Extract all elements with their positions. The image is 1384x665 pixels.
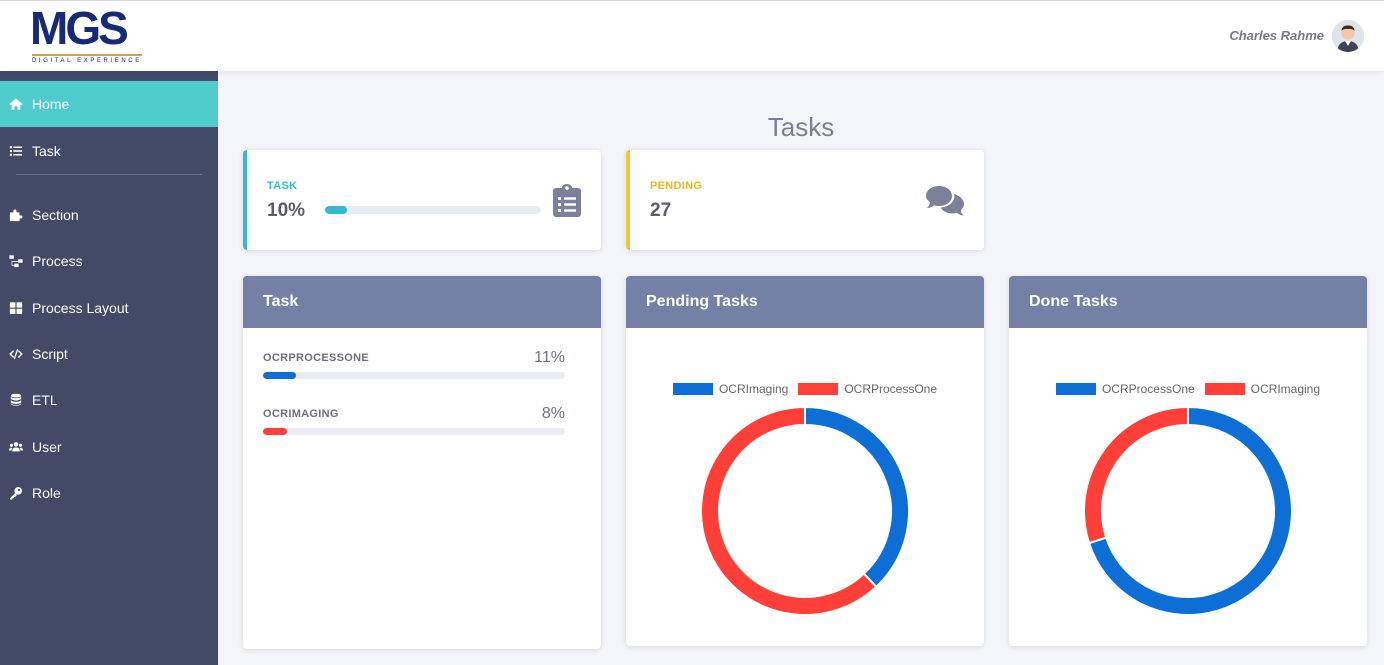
task-progress-fill [325, 206, 347, 214]
sidebar-divider [16, 174, 202, 175]
stat-label: TASK [267, 180, 298, 192]
task-percent: 11% [534, 349, 565, 366]
legend-swatch [672, 383, 713, 395]
task-progress-fill [263, 372, 297, 379]
sidebar-item-label: ETL [32, 392, 58, 408]
mgs-logo[interactable]: MGS DIGITAL EXPERIENCE [30, 2, 144, 67]
sidebar-item-role[interactable]: Role [0, 470, 218, 516]
sidebar-item-home[interactable]: Home [0, 81, 218, 127]
user-avatar[interactable] [1332, 20, 1364, 52]
task-name: OCRIMAGING [263, 408, 339, 420]
sidebar-item-label: Process Layout [32, 300, 129, 316]
clipboard-list-icon [553, 183, 581, 217]
legend-label: OCRImaging [718, 382, 789, 396]
legend-label: OCRProcessOne [1101, 382, 1195, 396]
stat-value: 10% [267, 200, 306, 221]
stat-label: PENDING [650, 180, 703, 192]
donut-slice-ocrimaging[interactable] [804, 406, 910, 589]
sidebar-item-label: Home [32, 96, 70, 112]
puzzle-icon [8, 207, 24, 223]
sidebar-item-section[interactable]: Section [0, 192, 218, 238]
top-bar: MGS DIGITAL EXPERIENCE Charles Rahme [0, 0, 1384, 71]
sidebar-item-label: Task [32, 143, 61, 159]
sidebar-item-label: Process [32, 253, 83, 269]
legend-item[interactable]: OCRProcessOne [1055, 382, 1195, 396]
donut-slice-ocrprocessone[interactable] [1087, 406, 1293, 616]
sidebar-item-process[interactable]: Process [0, 238, 218, 284]
sidebar-item-etl[interactable]: ETL [0, 377, 218, 423]
donut-slice-ocrprocessone[interactable] [700, 406, 878, 616]
pending-stat-card[interactable]: PENDING 27 [626, 150, 984, 250]
chart-legend: OCRImaging OCRProcessOne [626, 382, 984, 396]
panel-header: Done Tasks [1009, 276, 1367, 328]
legend-item[interactable]: OCRImaging [1204, 382, 1321, 396]
task-stat-card[interactable]: TASK 10% [243, 150, 601, 250]
donut-slice-ocrimaging[interactable] [1083, 406, 1189, 545]
task-progress-bar [325, 206, 541, 214]
database-icon [8, 392, 24, 408]
code-icon [8, 346, 24, 362]
pending-tasks-donut-chart [700, 406, 910, 616]
sidebar-item-label: Script [32, 346, 68, 362]
legend-label: OCRProcessOne [844, 382, 938, 396]
sidebar-item-label: Role [32, 485, 61, 501]
sidebar-item-label: Section [32, 207, 79, 223]
sidebar-item-task[interactable]: Task [0, 128, 218, 174]
logo-underline [32, 54, 142, 56]
avatar-icon [1332, 20, 1364, 52]
task-progress-bar [263, 372, 565, 379]
users-icon [8, 439, 24, 455]
sidebar-item-process-layout[interactable]: Process Layout [0, 285, 218, 331]
task-panel: Task OCRPROCESSONE 11% OCRIMAGING 8% [243, 276, 601, 649]
sitemap-icon [8, 253, 24, 269]
task-percent: 8% [541, 405, 565, 422]
panel-header: Pending Tasks [626, 276, 984, 328]
task-name: OCRPROCESSONE [263, 352, 369, 364]
page-title: Tasks [767, 112, 835, 142]
home-icon [8, 96, 24, 112]
pending-tasks-panel: Pending Tasks OCRImaging OCRProcessOne [626, 276, 984, 646]
done-tasks-panel: Done Tasks OCRProcessOne OCRImaging [1009, 276, 1367, 646]
user-name[interactable]: Charles Rahme [1229, 28, 1324, 43]
task-progress-fill [263, 428, 288, 435]
sidebar-item-label: User [32, 439, 62, 455]
key-icon [8, 485, 24, 501]
sidebar-item-script[interactable]: Script [0, 331, 218, 377]
legend-swatch [1204, 383, 1245, 395]
comments-icon [926, 184, 964, 216]
grid-icon [8, 300, 24, 316]
legend-item[interactable]: OCRProcessOne [798, 382, 937, 396]
logo-subtitle: DIGITAL EXPERIENCE [32, 58, 142, 64]
sidebar-item-user[interactable]: User [0, 424, 218, 470]
panel-header: Task [243, 276, 601, 328]
legend-swatch [798, 383, 839, 395]
sidebar: Home Task Section Process Process Layout… [0, 71, 218, 665]
legend-label: OCRImaging [1250, 382, 1321, 396]
legend-swatch [1055, 383, 1096, 395]
logo-text: MGS [30, 2, 129, 54]
task-progress-bar [263, 428, 565, 435]
list-icon [8, 143, 24, 159]
done-tasks-donut-chart [1083, 406, 1293, 616]
chart-legend: OCRProcessOne OCRImaging [1009, 382, 1367, 396]
stat-value: 27 [650, 200, 672, 221]
legend-item[interactable]: OCRImaging [672, 382, 789, 396]
